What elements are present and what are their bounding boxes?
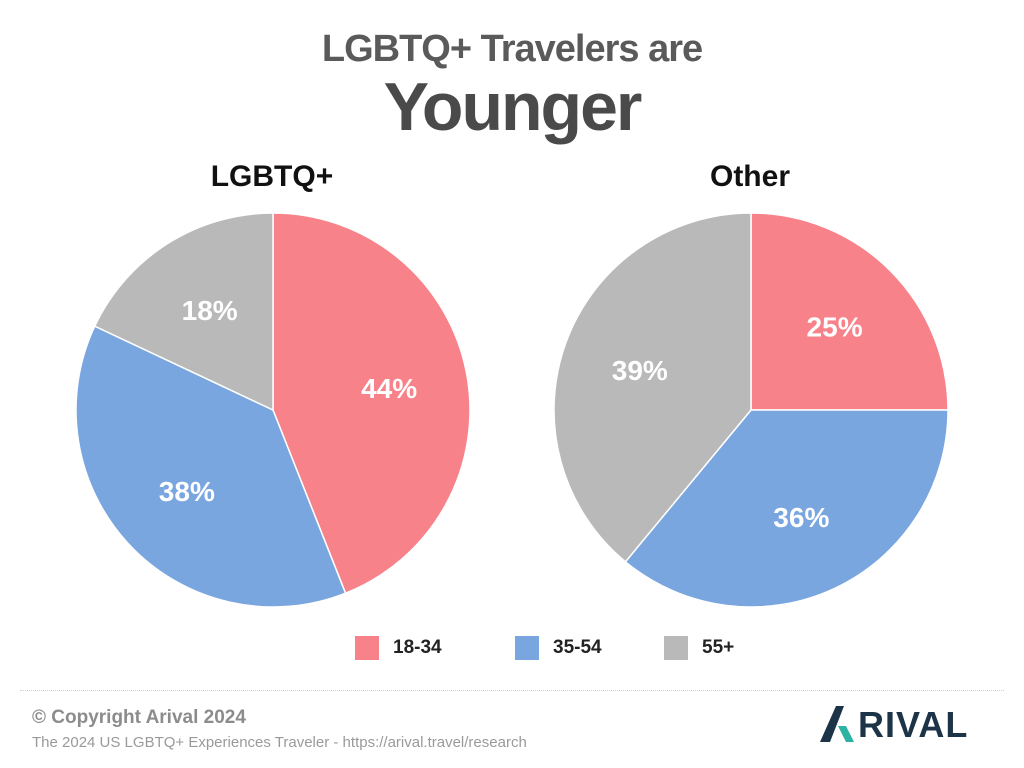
legend: 18-34 35-54 55+ <box>0 633 1024 663</box>
pie-slice-55plus <box>553 212 752 563</box>
chart-title-line1: LGBTQ+ Travelers are <box>321 28 703 70</box>
copyright-text: © Copyright Arival 2024 <box>32 707 246 728</box>
pie-title-other: Other <box>709 160 790 193</box>
pie-other: 25% 36% 39% <box>553 212 949 608</box>
pie-slice-18-34 <box>750 212 949 411</box>
pie-label-55plus: 18% <box>182 295 238 326</box>
pie-label-35-54: 38% <box>159 476 215 507</box>
pie-slice-55plus <box>93 212 274 412</box>
chart-title-line2: Younger <box>383 69 643 145</box>
pie-label-55plus: 39% <box>612 355 668 386</box>
footer-divider <box>20 690 1004 691</box>
pie-lgbtq: 44% 38% 18% <box>75 212 471 608</box>
legend-swatch-55plus <box>664 636 688 660</box>
legend-label-55plus: 55+ <box>702 637 735 658</box>
pie-label-18-34: 44% <box>361 373 417 404</box>
pie-charts: 44% 38% 18% 25% 36% 39% <box>75 212 949 608</box>
legend-label-35-54: 35-54 <box>553 637 602 658</box>
pie-label-18-34: 25% <box>807 311 863 342</box>
pie-title-lgbtq: LGBTQ+ <box>210 160 334 193</box>
legend-swatch-35-54 <box>515 636 539 660</box>
pie-slice-35-54 <box>624 409 949 608</box>
legend-swatch-18-34 <box>355 636 379 660</box>
pie-slice-35-54 <box>75 325 347 608</box>
pie-slice-18-34 <box>272 212 471 595</box>
arival-logo: RIVAL <box>818 700 998 748</box>
arival-logo-text: RIVAL <box>858 704 969 745</box>
arival-logo-icon <box>820 706 854 742</box>
pie-label-35-54: 36% <box>773 502 829 533</box>
source-text: The 2024 US LGBTQ+ Experiences Traveler … <box>32 734 527 751</box>
legend-label-18-34: 18-34 <box>393 637 442 658</box>
